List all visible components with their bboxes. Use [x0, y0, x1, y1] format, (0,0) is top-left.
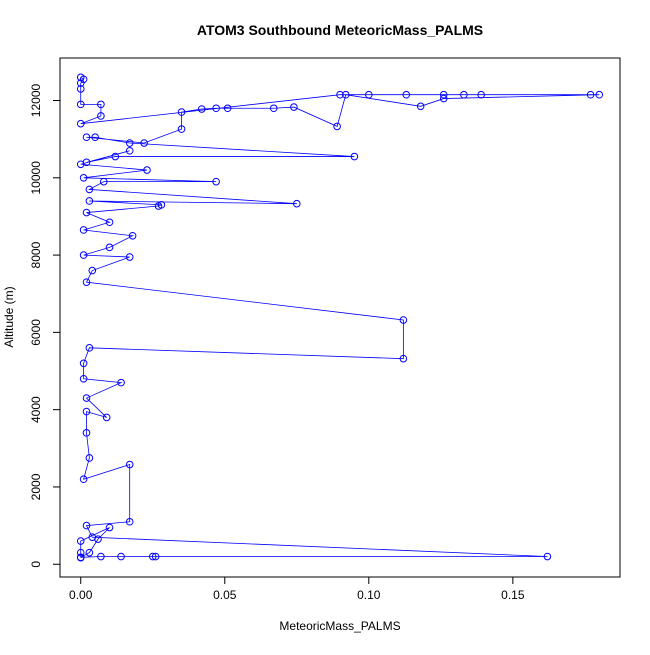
data-point	[76, 553, 85, 562]
data-point	[117, 552, 125, 561]
data-point	[269, 104, 278, 113]
data-point	[292, 199, 301, 208]
data-point	[197, 105, 206, 113]
data-point	[97, 112, 105, 120]
data-point	[82, 133, 91, 142]
y-tick-label: 6000	[29, 319, 43, 346]
data-point	[151, 552, 160, 561]
data-point	[125, 139, 134, 147]
data-point	[125, 253, 134, 261]
x-tick-label: 0.00	[69, 588, 93, 602]
data-point	[399, 316, 408, 324]
data-point	[79, 173, 88, 182]
data-point	[79, 251, 88, 259]
data-point	[79, 374, 88, 383]
data-point	[76, 85, 85, 93]
data-point	[97, 100, 105, 109]
data-point	[82, 208, 91, 217]
data-point	[350, 152, 359, 161]
data-point	[140, 139, 148, 147]
data-point	[290, 103, 298, 111]
data-point	[439, 90, 448, 99]
data-point	[76, 537, 85, 545]
y-tick-label: 4000	[29, 396, 43, 423]
data-point	[125, 146, 134, 155]
data-point	[212, 104, 220, 113]
data-point	[416, 102, 425, 111]
x-axis-label: MeteoricMass_PALMS	[279, 619, 400, 633]
y-tick-label: 0	[29, 561, 43, 568]
data-point	[82, 407, 91, 416]
data-point	[76, 119, 85, 128]
data-point	[365, 90, 373, 99]
data-point	[97, 552, 105, 561]
x-tick-label: 0.10	[357, 588, 381, 602]
plot-box	[59, 57, 621, 578]
data-point	[477, 90, 485, 99]
data-point	[85, 185, 94, 194]
series-line	[80, 76, 600, 558]
data-point	[79, 226, 88, 234]
x-tick-label: 0.15	[501, 588, 525, 602]
data-point	[76, 548, 85, 557]
data-point	[148, 552, 157, 561]
data-point	[177, 125, 186, 133]
data-point	[111, 152, 120, 161]
data-point	[76, 100, 85, 109]
data-point	[333, 122, 341, 131]
data-point	[128, 231, 137, 240]
data-point	[85, 344, 94, 352]
data-point	[543, 552, 552, 561]
data-point	[595, 90, 604, 99]
data-point	[88, 266, 97, 275]
y-axis-label: Altitude (m)	[2, 286, 16, 347]
data-point	[154, 202, 163, 210]
data-point	[85, 197, 94, 205]
data-point	[105, 523, 114, 532]
y-tick-label: 12000	[29, 84, 43, 118]
data-point	[76, 79, 85, 87]
data-point	[79, 359, 88, 368]
y-tick-label: 8000	[29, 241, 43, 268]
chart-title: ATOM3 Southbound MeteoricMass_PALMS	[197, 22, 483, 38]
data-point	[177, 108, 186, 116]
data-point	[105, 243, 114, 252]
data-point	[102, 413, 111, 422]
data-point	[79, 475, 88, 484]
data-point	[85, 548, 94, 557]
data-point	[82, 429, 91, 437]
data-point	[125, 460, 134, 469]
data-point	[460, 90, 468, 99]
data-point	[82, 278, 91, 286]
data-point	[336, 90, 344, 99]
x-tick-label: 0.05	[213, 588, 237, 602]
data-point	[341, 90, 350, 99]
data-point	[223, 104, 232, 113]
data-point	[586, 90, 595, 99]
data-point	[402, 90, 411, 99]
data-point	[99, 177, 108, 186]
y-tick-label: 10000	[29, 161, 43, 195]
data-point	[91, 133, 99, 142]
data-point	[105, 218, 114, 227]
data-point	[85, 454, 94, 462]
data-point	[143, 166, 151, 174]
data-point	[117, 378, 125, 387]
data-point	[399, 354, 408, 363]
data-point	[125, 517, 134, 526]
data-point	[82, 521, 91, 530]
data-point	[212, 177, 220, 186]
data-point	[94, 535, 102, 543]
data-point	[439, 94, 448, 103]
data-point	[82, 394, 91, 402]
y-tick-label: 2000	[29, 473, 43, 500]
data-point	[76, 160, 85, 169]
